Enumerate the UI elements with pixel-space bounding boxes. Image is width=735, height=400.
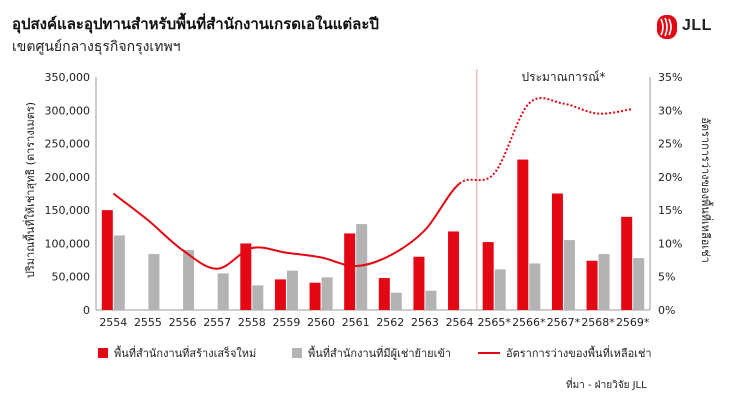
x-tick-label: 2558 bbox=[238, 316, 266, 329]
y2-tick-label: 25% bbox=[658, 138, 682, 151]
y2-tick-label: 10% bbox=[658, 237, 682, 250]
bar-supply bbox=[482, 242, 494, 310]
x-tick-label: 2568* bbox=[581, 316, 615, 329]
x-tick-label: 2566* bbox=[512, 316, 546, 329]
bar-absorption bbox=[356, 224, 368, 310]
jll-logo: JLL bbox=[656, 14, 722, 40]
x-tick-label: 2559 bbox=[272, 316, 300, 329]
bar-supply bbox=[101, 210, 113, 310]
x-tick-label: 2556 bbox=[169, 316, 197, 329]
bar-absorption bbox=[633, 258, 645, 310]
x-tick-label: 2560 bbox=[307, 316, 335, 329]
y2-tick-label: 15% bbox=[658, 204, 682, 217]
bar-absorption bbox=[390, 292, 402, 310]
jll-logo-text: JLL bbox=[682, 17, 712, 34]
bar-absorption bbox=[252, 285, 264, 310]
chart-subtitle: เขตศูนย์กลางธุรกิจกรุงเทพฯ bbox=[12, 39, 181, 55]
y2-tick-label: 35% bbox=[658, 71, 682, 84]
bar-absorption bbox=[183, 250, 195, 310]
x-tick-label: 2564 bbox=[446, 316, 474, 329]
bar-supply bbox=[344, 233, 356, 310]
y-tick-label: 300,000 bbox=[45, 104, 91, 117]
legend-label-absorption: พื้นที่สำนักงานที่มีผู้เช่าย้ายเข้า bbox=[308, 345, 451, 360]
bar-supply bbox=[378, 278, 390, 310]
bar-supply bbox=[274, 279, 286, 310]
bar-absorption bbox=[563, 240, 575, 310]
x-tick-label: 2569* bbox=[616, 316, 650, 329]
bar-supply bbox=[586, 260, 598, 310]
bar-supply bbox=[240, 243, 252, 310]
bar-supply bbox=[517, 159, 529, 310]
y-tick-label: 50,000 bbox=[52, 271, 91, 284]
x-tick-label: 2567* bbox=[547, 316, 581, 329]
x-tick-label: 2557 bbox=[203, 316, 231, 329]
y-tick-label: 100,000 bbox=[45, 237, 91, 250]
chart-title: อุปสงค์และอุปทานสำหรับพื้นที่สำนักงานเกร… bbox=[12, 15, 379, 33]
bar-absorption bbox=[598, 254, 610, 310]
x-tick-label: 2561 bbox=[342, 316, 370, 329]
bar-absorption bbox=[286, 270, 298, 310]
vacancy-line bbox=[112, 182, 461, 270]
bar-absorption bbox=[217, 273, 229, 310]
bar-supply bbox=[309, 282, 321, 310]
y-tick-label: 200,000 bbox=[45, 171, 91, 184]
bar-absorption bbox=[148, 254, 160, 310]
x-tick-label: 2555 bbox=[134, 316, 162, 329]
bar-absorption bbox=[529, 263, 541, 310]
legend-swatch-absorption bbox=[292, 348, 302, 358]
x-tick-label: 2562 bbox=[376, 316, 404, 329]
bar-absorption bbox=[321, 277, 333, 310]
x-tick-label: 2565* bbox=[477, 316, 511, 329]
y2-tick-label: 0% bbox=[658, 304, 675, 317]
x-tick-label: 2554 bbox=[99, 316, 127, 329]
jll-logo-icon bbox=[657, 15, 677, 39]
y2-tick-label: 5% bbox=[658, 271, 675, 284]
vacancy-line-forecast bbox=[458, 97, 633, 185]
bar-supply bbox=[448, 231, 460, 310]
forecast-label: ประมาณการณ์* bbox=[522, 70, 606, 84]
y2-tick-label: 20% bbox=[658, 171, 682, 184]
x-tick-label: 2563 bbox=[411, 316, 439, 329]
legend-label-vacancy: อัตราการว่างของพื้นที่เหลือเช่า bbox=[506, 345, 652, 360]
bar-supply bbox=[621, 216, 633, 310]
legend-label-supply: พื้นที่สำนักงานที่สร้างเสร็จใหม่ bbox=[114, 345, 256, 360]
bar-absorption bbox=[425, 290, 437, 310]
bar-absorption bbox=[113, 235, 125, 310]
bar-supply bbox=[551, 193, 563, 310]
y-tick-label: 350,000 bbox=[45, 71, 91, 84]
bar-absorption bbox=[494, 269, 506, 310]
source-note: ที่มา - ฝ่ายวิจัย JLL bbox=[566, 380, 647, 391]
y-tick-label: 0 bbox=[83, 304, 90, 317]
y-tick-label: 150,000 bbox=[45, 204, 91, 217]
bar-supply bbox=[413, 256, 425, 310]
legend-swatch-supply bbox=[98, 348, 108, 358]
y2-tick-label: 30% bbox=[658, 104, 682, 117]
y-tick-label: 250,000 bbox=[45, 138, 91, 151]
